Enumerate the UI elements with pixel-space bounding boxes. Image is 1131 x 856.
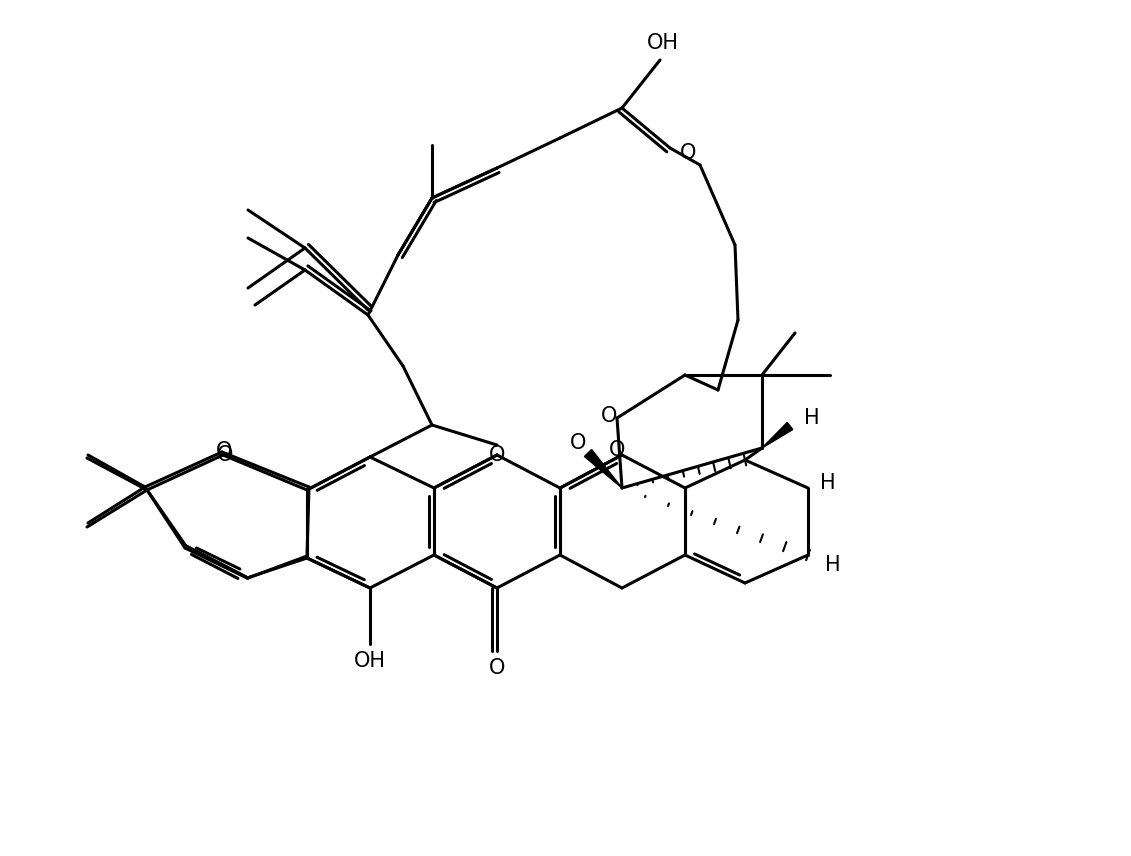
- Text: OH: OH: [647, 33, 679, 53]
- Text: O: O: [489, 658, 506, 678]
- Text: OH: OH: [354, 651, 386, 671]
- Text: O: O: [608, 440, 625, 460]
- Text: H: H: [804, 408, 820, 428]
- Text: O: O: [217, 445, 233, 465]
- Polygon shape: [585, 449, 622, 488]
- Text: H: H: [820, 473, 836, 493]
- Text: O: O: [601, 406, 618, 426]
- Polygon shape: [762, 423, 793, 448]
- Text: O: O: [570, 433, 586, 453]
- Text: O: O: [216, 441, 232, 461]
- Text: O: O: [680, 143, 697, 163]
- Text: H: H: [826, 555, 840, 575]
- Text: O: O: [489, 445, 506, 465]
